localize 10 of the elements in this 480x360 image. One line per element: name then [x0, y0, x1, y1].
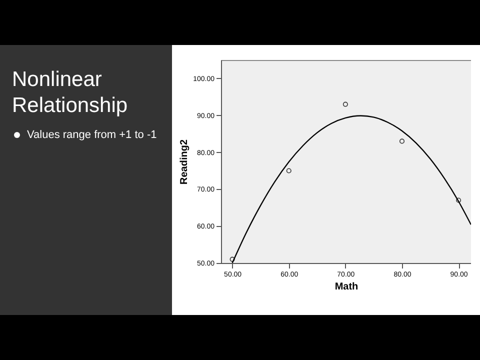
x-axis-title: Math	[334, 282, 358, 292]
point	[286, 168, 292, 174]
point	[399, 138, 405, 144]
text: Nonlinear Relationship	[12, 67, 129, 119]
point	[230, 256, 235, 262]
text: Values range from +1 to -1	[26, 129, 157, 141]
point	[456, 198, 462, 203]
point	[342, 102, 348, 107]
line-series	[232, 115, 471, 263]
y-axis-title: Reading2	[179, 139, 190, 185]
